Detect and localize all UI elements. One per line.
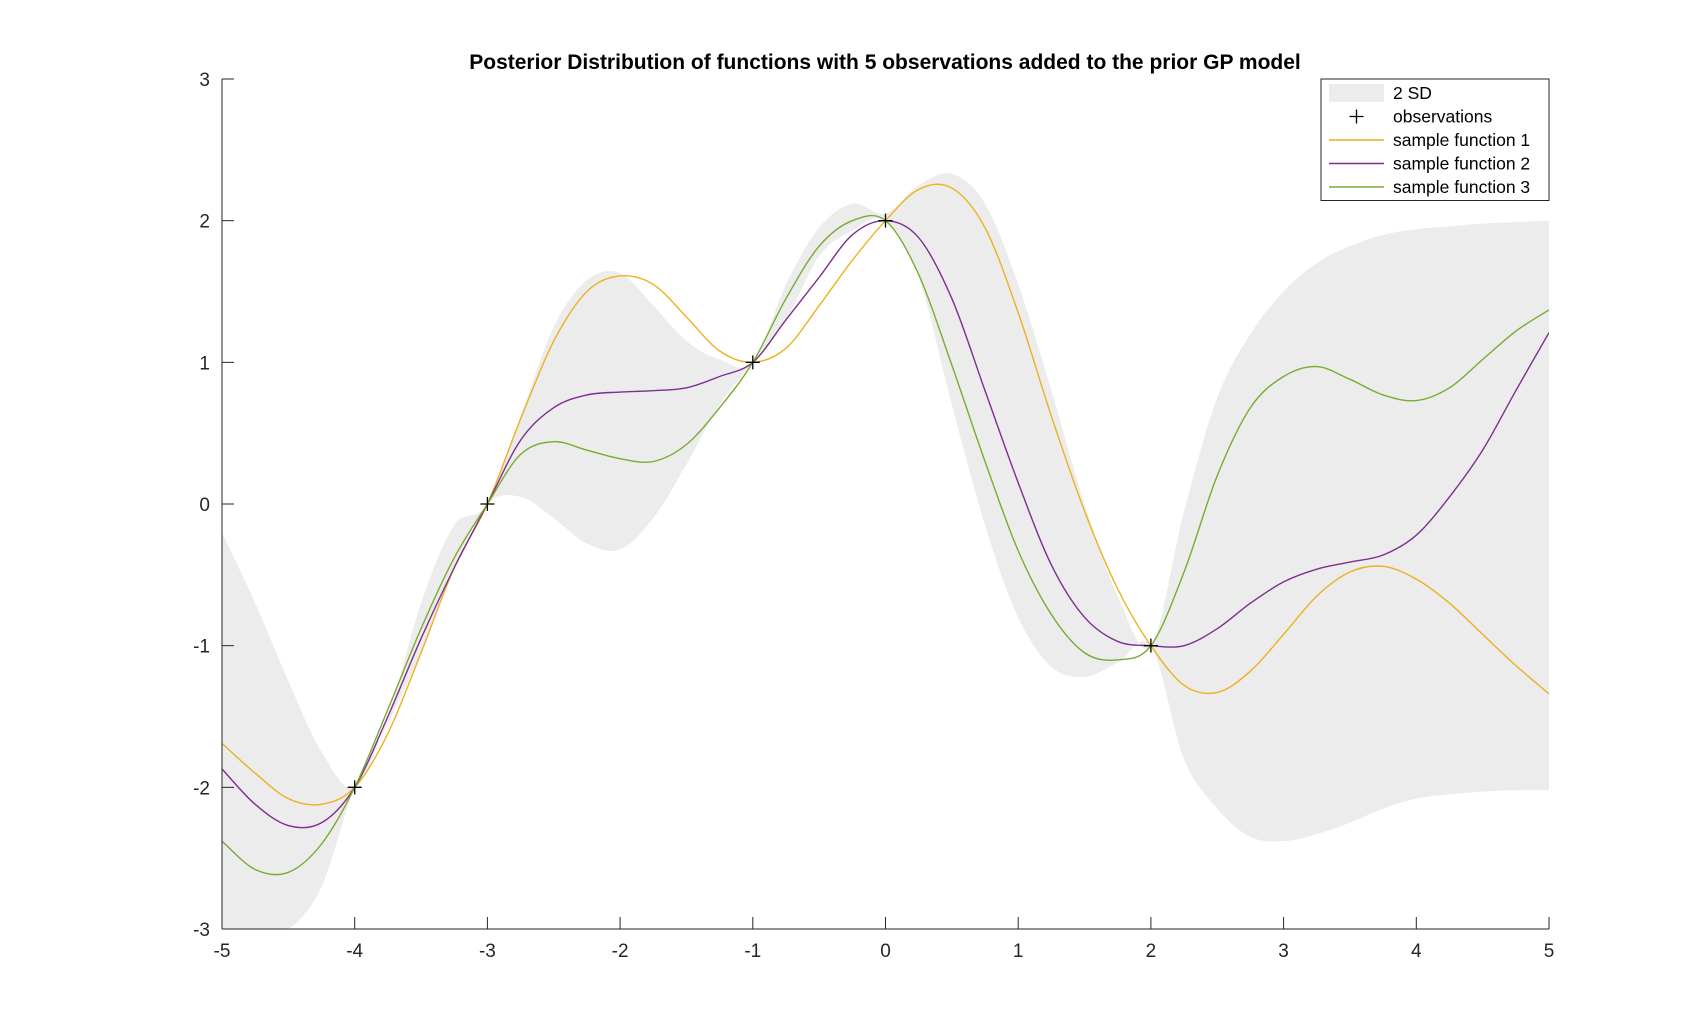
y-tick-label: 1	[199, 353, 210, 374]
y-tick-label: -3	[193, 920, 210, 941]
x-tick-label: 2	[1146, 941, 1157, 962]
x-tick-label: 5	[1544, 941, 1555, 962]
legend-label: observations	[1393, 107, 1492, 127]
axes: -5 -4 -3 -2 -1 0 1 2 3 4 5 -3 -2 -1 0 1 2 3	[193, 70, 1554, 962]
y-tick-label: -1	[193, 637, 210, 658]
x-tick-label: 4	[1411, 941, 1422, 962]
x-tick-label: -3	[479, 941, 496, 962]
observation-marker	[347, 780, 362, 795]
band-layer	[222, 173, 1549, 929]
sd-band	[222, 173, 1549, 929]
x-tick-label: -1	[744, 941, 761, 962]
observations-layer	[347, 213, 1158, 795]
x-tick-label: 3	[1278, 941, 1289, 962]
legend-label: sample function 2	[1393, 154, 1530, 174]
y-tick-label: 2	[199, 212, 210, 233]
observation-marker	[1143, 638, 1158, 653]
observation-marker	[878, 213, 893, 228]
observation-marker	[480, 497, 495, 511]
x-tick-label: -5	[214, 941, 231, 962]
y-tick-label: -2	[193, 778, 210, 799]
legend: 2 SD observations sample function 1 sample …	[1320, 78, 1550, 201]
legend-label: sample function 1	[1393, 130, 1530, 150]
legend-label: 2 SD	[1393, 83, 1432, 103]
x-tick-label: 0	[880, 941, 891, 962]
x-tick-label: -2	[612, 941, 629, 962]
y-tick-label: 3	[199, 70, 210, 91]
observation-marker	[745, 355, 760, 370]
x-tick-label: 1	[1013, 941, 1024, 962]
legend-swatch-band	[1329, 84, 1384, 102]
y-tick-label: 0	[199, 495, 210, 516]
chart-title: Posterior Distribution of functions with…	[469, 51, 1301, 74]
legend-swatch-marker	[1349, 109, 1364, 124]
series-line-3	[222, 214, 1549, 876]
legend-label: sample function 3	[1393, 177, 1530, 197]
x-tick-label: -4	[346, 941, 363, 962]
